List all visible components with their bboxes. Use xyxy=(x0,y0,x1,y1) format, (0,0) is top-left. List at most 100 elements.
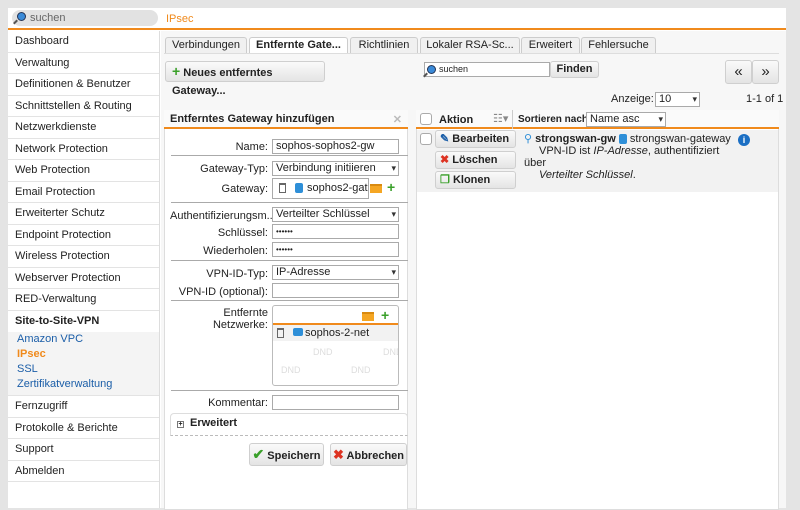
form-title: Entferntes Gateway hinzufügen xyxy=(170,113,335,125)
search-icon xyxy=(427,65,436,74)
gateway-field[interactable]: sophos2-gate xyxy=(272,178,369,199)
delete-button[interactable]: ✖ Löschen xyxy=(435,151,516,169)
search-icon xyxy=(17,12,26,21)
comment-input[interactable] xyxy=(272,395,399,410)
sidebar-subitem-amazon-vpc[interactable]: Amazon VPC xyxy=(17,333,84,345)
desc-auth: Verteilter Schlüssel xyxy=(539,169,633,181)
divider xyxy=(171,300,408,301)
remote-networks-label: Entfernte Netzwerke: xyxy=(212,307,268,331)
sidebar-item-fernzugriff[interactable]: Fernzugriff xyxy=(8,396,159,418)
sidebar-item-network-protection[interactable]: Network Protection xyxy=(8,139,159,160)
clone-button[interactable]: ❐ Klonen xyxy=(435,171,516,189)
advanced-label: Erweitert xyxy=(190,417,238,429)
x-icon: ✖ xyxy=(332,447,344,462)
gateway-type-label: Gateway-Typ: xyxy=(200,163,268,175)
tab-divider xyxy=(164,53,779,54)
sidebar-search-input[interactable]: suchen xyxy=(12,10,158,26)
row-checkbox[interactable] xyxy=(420,133,432,145)
tab-lokaler-rsa-sc-[interactable]: Lokaler RSA-Sc... xyxy=(420,37,520,53)
sidebar-item-webserver-protection[interactable]: Webserver Protection xyxy=(8,268,159,289)
find-button[interactable]: Finden xyxy=(550,61,599,78)
tab-richtlinien[interactable]: Richtlinien xyxy=(350,37,418,53)
repeat-key-label: Wiederholen: xyxy=(203,245,268,257)
select-all-checkbox[interactable] xyxy=(420,113,432,125)
sidebar-item-protokolle-berichte[interactable]: Protokolle & Berichte xyxy=(8,418,159,439)
prev-page-button[interactable]: « xyxy=(725,60,752,84)
list-search-input[interactable]: suchen xyxy=(424,62,550,77)
sidebar-item-netzwerkdienste[interactable]: Netzwerkdienste xyxy=(8,117,159,139)
sidebar-item-support[interactable]: Support xyxy=(8,439,159,461)
trash-icon[interactable] xyxy=(277,328,284,338)
tab-erweitert[interactable]: Erweitert xyxy=(521,37,580,53)
add-network-icon[interactable]: + xyxy=(381,307,390,323)
repeat-key-input[interactable]: •••••• xyxy=(272,242,399,257)
save-button[interactable]: ✔ Speichern xyxy=(249,443,324,466)
gateway-label: Gateway: xyxy=(221,183,268,195)
auth-label: Authentifizierungsm... xyxy=(170,210,276,222)
sidebar-subitem-ipsec[interactable]: IPsec xyxy=(17,348,46,360)
desc-vpnid-type: IP-Adresse xyxy=(593,145,648,157)
info-icon[interactable]: i xyxy=(738,134,750,146)
sidebar-item-red-verwaltung[interactable]: RED-Verwaltung xyxy=(8,289,159,311)
dnd-watermark: DND xyxy=(383,347,398,357)
top-bar xyxy=(8,8,786,30)
sidebar: Dashboard Verwaltung Definitionen & Benutz… xyxy=(8,31,160,508)
next-page-button[interactable]: » xyxy=(752,60,779,84)
gateway-value: sophos2-gate xyxy=(307,182,369,194)
sidebar-item-definitionen-benutzer[interactable]: Definitionen & Benutzer xyxy=(8,74,159,96)
tab-entfernte-gate-[interactable]: Entfernte Gate... xyxy=(249,37,348,53)
delete-label: Löschen xyxy=(452,154,498,166)
expand-icon: + xyxy=(177,421,184,428)
network-icon xyxy=(293,328,303,336)
folder-icon[interactable] xyxy=(370,184,382,193)
sidebar-item-wireless-protection[interactable]: Wireless Protection xyxy=(8,246,159,268)
sidebar-item-dashboard[interactable]: Dashboard xyxy=(8,31,159,53)
cancel-button[interactable]: ✖ Abbrechen xyxy=(330,443,407,466)
gateway-type-select[interactable]: Verbindung initiieren xyxy=(272,161,399,176)
divider xyxy=(512,110,513,129)
sidebar-item-verwaltung[interactable]: Verwaltung xyxy=(8,53,159,74)
desc-text: . xyxy=(632,169,636,181)
remote-networks-box[interactable]: + sophos-2-net DND DND DND DND xyxy=(272,305,399,386)
add-gateway-icon[interactable]: + xyxy=(387,179,396,195)
new-gateway-label: Neues entferntes Gateway... xyxy=(172,67,273,97)
sidebar-item-abmelden[interactable]: Abmelden xyxy=(8,461,159,482)
sidebar-item-web-protection[interactable]: Web Protection xyxy=(8,160,159,182)
sidebar-subitem-zertifikatverwaltung[interactable]: Zertifikatverwaltung xyxy=(17,378,113,390)
check-icon: ✔ xyxy=(252,446,265,462)
gateway-host-icon xyxy=(295,183,303,193)
display-count-value: 10 xyxy=(659,93,672,105)
sidebar-item-schnittstellen-routing[interactable]: Schnittstellen & Routing xyxy=(8,96,159,117)
gateway-type-value: Verbindung initiieren xyxy=(276,162,376,174)
name-input[interactable]: sophos-sophos2-gw xyxy=(272,139,399,154)
tab-verbindungen[interactable]: Verbindungen xyxy=(165,37,247,53)
sidebar-item-endpoint-protection[interactable]: Endpoint Protection xyxy=(8,225,159,246)
gateway-name: strongswan-gw xyxy=(535,133,616,145)
sidebar-item-email-protection[interactable]: Email Protection xyxy=(8,182,159,203)
key-input[interactable]: •••••• xyxy=(272,224,399,239)
sort-select[interactable]: Name asc xyxy=(586,112,666,127)
sidebar-item-site-to-site-vpn[interactable]: Site-to-Site-VPN xyxy=(15,314,100,327)
tab-fehlersuche[interactable]: Fehlersuche xyxy=(581,37,656,53)
gateway-host: strongswan-gateway xyxy=(629,133,731,145)
vpn-id-input[interactable] xyxy=(272,283,399,298)
advanced-section-toggle[interactable]: + Erweitert xyxy=(170,413,408,436)
edit-button[interactable]: ✎ Bearbeiten xyxy=(435,130,516,148)
sidebar-subitem-ssl[interactable]: SSL xyxy=(17,363,38,375)
vpn-id-type-select[interactable]: IP-Adresse xyxy=(272,265,399,280)
edit-label: Bearbeiten xyxy=(452,133,510,145)
close-icon[interactable]: ✕ xyxy=(392,114,402,126)
auth-select[interactable]: Verteilter Schlüssel xyxy=(272,207,399,222)
auth-value: Verteilter Schlüssel xyxy=(276,208,370,220)
form-header: Entferntes Gateway hinzufügen ✕ xyxy=(164,110,408,129)
folder-icon[interactable] xyxy=(362,312,374,321)
sidebar-item-erweiterter-schutz[interactable]: Erweiterter Schutz xyxy=(8,203,159,225)
column-menu-icon[interactable]: ☷▾ xyxy=(493,113,509,125)
trash-icon[interactable] xyxy=(279,183,286,193)
key-label: Schlüssel: xyxy=(217,227,268,239)
display-count-select[interactable]: 10 xyxy=(655,92,700,107)
new-gateway-button[interactable]: + Neues entferntes Gateway... xyxy=(165,61,325,97)
network-item[interactable]: sophos-2-net xyxy=(273,325,398,341)
sort-label: Sortieren nach: xyxy=(518,114,592,125)
plus-icon: + xyxy=(172,63,181,79)
